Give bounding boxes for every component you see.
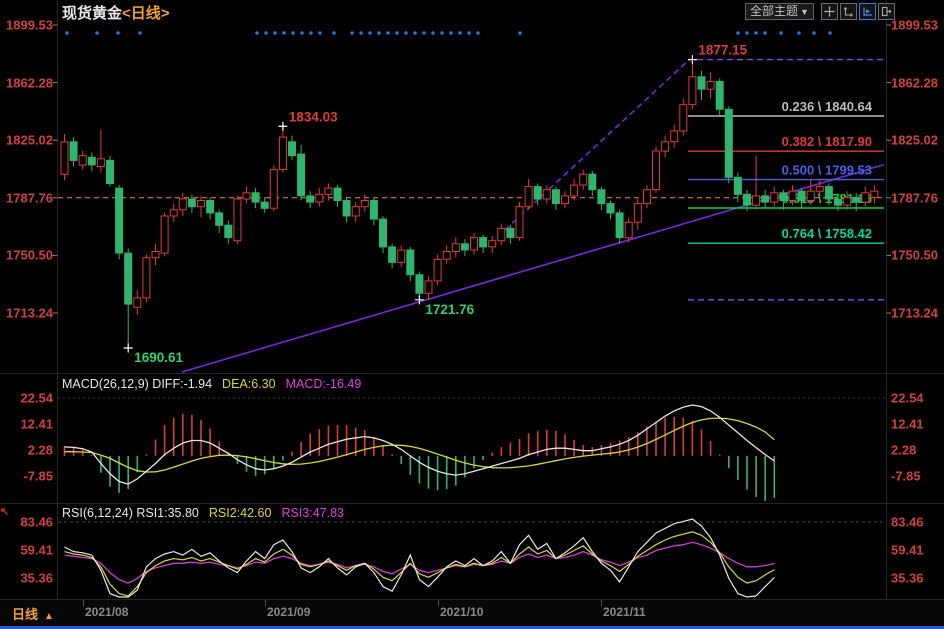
svg-text:0.764 \ 1758.42: 0.764 \ 1758.42: [782, 226, 872, 241]
triangle-up-icon: ▲: [44, 611, 54, 622]
svg-text:1877.15: 1877.15: [698, 43, 747, 58]
axis-label: 1750.50: [6, 247, 53, 263]
axis-label: 2.28: [27, 442, 53, 458]
month-tick: [83, 600, 84, 606]
exit-panel-icon[interactable]: [878, 3, 895, 20]
month-tick: [601, 600, 602, 606]
axis-label: 1787.76: [6, 190, 53, 206]
month-label: 2021/11: [603, 605, 646, 619]
month-label: 2021/08: [85, 605, 129, 619]
macd-diff-line: [64, 404, 775, 485]
axis-label: 35.36: [20, 570, 53, 586]
month-tick: [438, 600, 439, 606]
theme-dropdown[interactable]: 全部主题 ▼: [745, 3, 814, 20]
axis-label: 83.46: [20, 514, 53, 530]
month-tick: [265, 600, 266, 606]
svg-text:1721.76: 1721.76: [425, 302, 474, 317]
panel-frame: [0, 0, 944, 600]
axis-label: 1825.02: [891, 132, 938, 148]
axis-label: 59.41: [20, 542, 53, 558]
axis-label: 1862.28: [891, 75, 938, 91]
swing-cross-marker: [123, 343, 133, 353]
axis-label: 22.54: [891, 390, 924, 406]
indicator-value: RSI2:42.60: [208, 506, 272, 520]
axis-label: 12.41: [891, 416, 924, 432]
event-dot-row: [65, 31, 832, 35]
symbol-name: 现货黄金: [62, 5, 123, 22]
macd-histogram: [63, 413, 776, 501]
axis-label: 59.41: [891, 542, 924, 558]
period-tab-daily[interactable]: 日线 ▲: [12, 604, 54, 623]
indicator-value: MACD:-16.49: [285, 377, 362, 391]
rsi-indicator-header: RSI(6,12,24) RSI1:35.80 RSI2:42.60 RSI3:47…: [62, 506, 354, 520]
axis-pointer-icon[interactable]: [859, 3, 876, 20]
fib-retracement[interactable]: 0.236 \ 1840.64 0.382 \ 1817.90 0.500 \ 17…: [688, 99, 884, 244]
theme-dropdown-label: 全部主题: [750, 4, 799, 18]
swing-cross-marker: [687, 55, 697, 65]
trendline-solid[interactable]: [181, 163, 885, 373]
svg-text:1690.61: 1690.61: [134, 350, 183, 365]
axis-label: 1750.50: [891, 247, 938, 263]
axis-label: 2.28: [891, 442, 917, 458]
month-label: 2021/10: [440, 605, 484, 619]
axis-label: 1899.53: [6, 17, 53, 33]
axis-label: -7.85: [23, 468, 53, 484]
macd-indicator-header: MACD(26,12,9) DIFF:-1.94 DEA:6.30 MACD:-16…: [62, 377, 371, 391]
axis-label: 22.54: [20, 390, 53, 406]
rsi1-line: [64, 518, 775, 598]
period-tag: <日线>: [122, 5, 170, 22]
chevron-down-icon: ▼: [800, 7, 809, 17]
indicator-value: RSI3:47.83: [281, 506, 344, 520]
rsi2-line: [64, 531, 775, 597]
swing-cross-marker: [414, 295, 424, 305]
axis-label: 1713.24: [6, 305, 53, 321]
crosshair-move-icon[interactable]: [821, 3, 838, 20]
axis-label: 12.41: [20, 416, 53, 432]
month-label: 2021/09: [267, 605, 311, 619]
axis-label: 1713.24: [891, 305, 938, 321]
svg-text:0.500 \ 1799.53: 0.500 \ 1799.53: [782, 163, 872, 178]
svg-text:1834.03: 1834.03: [289, 109, 338, 124]
indicator-value: DEA:6.30: [222, 377, 276, 391]
instrument-title: 现货黄金<日线>: [62, 2, 170, 23]
period-tab-label: 日线: [12, 607, 39, 622]
time-axis-bar: 日线 ▲ 2021/08 2021/09 2021/10 2021/11: [0, 600, 944, 626]
rsi3-line: [64, 541, 775, 584]
axis-label: 1862.28: [6, 75, 53, 91]
indicator-value: RSI(6,12,24) RSI1:35.80: [62, 506, 199, 520]
svg-text:0.382 \ 1817.90: 0.382 \ 1817.90: [782, 134, 872, 149]
swing-annotations: 1877.15 1834.03 1721.76 1690.61: [123, 43, 748, 365]
panel-expand-icon[interactable]: ↖: [0, 506, 10, 518]
svg-text:0.236 \ 1840.64: 0.236 \ 1840.64: [782, 99, 873, 114]
macd-dea-line: [64, 417, 775, 473]
main-axis-ticks: [52, 24, 891, 314]
axis-label: 1825.02: [6, 132, 53, 148]
chart-toolbar: [821, 3, 895, 20]
axis-label: 1899.53: [891, 17, 938, 33]
axis-label: 35.36: [891, 570, 924, 586]
swing-cross-marker: [278, 121, 288, 131]
axis-label: -7.85: [891, 468, 921, 484]
axis-label: 1787.76: [891, 190, 938, 206]
bottom-accent-strip: [0, 626, 944, 629]
axis-label: 83.46: [891, 514, 924, 530]
indicator-value: MACD(26,12,9) DIFF:-1.94: [62, 377, 213, 391]
trendline-dashed[interactable]: [504, 58, 691, 231]
candlestick-series: [60, 59, 879, 348]
axis-scale-icon[interactable]: [840, 3, 857, 20]
